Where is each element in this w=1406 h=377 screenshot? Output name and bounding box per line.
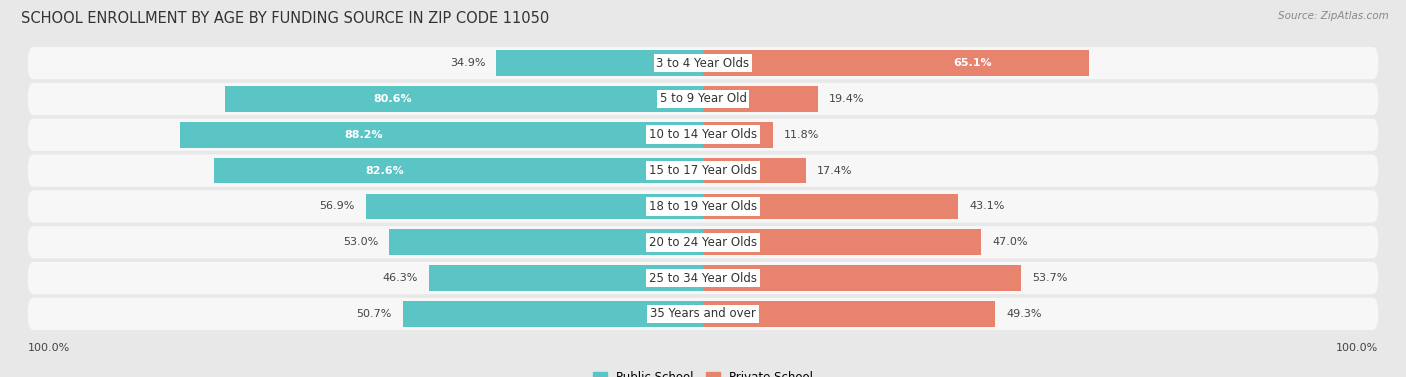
Bar [429, 265, 703, 291]
Text: 56.9%: 56.9% [319, 201, 354, 211]
FancyBboxPatch shape [28, 262, 1378, 294]
Bar [389, 229, 703, 255]
Text: SCHOOL ENROLLMENT BY AGE BY FUNDING SOURCE IN ZIP CODE 11050: SCHOOL ENROLLMENT BY AGE BY FUNDING SOUR… [21, 11, 550, 26]
FancyBboxPatch shape [28, 47, 1378, 79]
Text: 80.6%: 80.6% [373, 94, 412, 104]
Bar [703, 193, 959, 219]
Bar [402, 301, 703, 327]
Text: 15 to 17 Year Olds: 15 to 17 Year Olds [650, 164, 756, 177]
Bar [214, 158, 703, 184]
Text: 82.6%: 82.6% [366, 166, 405, 176]
FancyBboxPatch shape [28, 190, 1378, 222]
Bar [180, 122, 703, 148]
FancyBboxPatch shape [28, 298, 1378, 330]
Bar [703, 158, 806, 184]
Text: 11.8%: 11.8% [785, 130, 820, 140]
Text: 3 to 4 Year Olds: 3 to 4 Year Olds [657, 57, 749, 70]
Bar [703, 229, 981, 255]
Text: 19.4%: 19.4% [830, 94, 865, 104]
Bar [703, 122, 773, 148]
Text: 47.0%: 47.0% [993, 237, 1028, 247]
Bar [703, 265, 1021, 291]
FancyBboxPatch shape [28, 155, 1378, 187]
Text: 10 to 14 Year Olds: 10 to 14 Year Olds [650, 128, 756, 141]
Text: 25 to 34 Year Olds: 25 to 34 Year Olds [650, 271, 756, 285]
Bar [496, 50, 703, 76]
Text: 53.7%: 53.7% [1032, 273, 1067, 283]
Legend: Public School, Private School: Public School, Private School [588, 366, 818, 377]
Text: 53.0%: 53.0% [343, 237, 378, 247]
Text: 88.2%: 88.2% [344, 130, 382, 140]
Text: 20 to 24 Year Olds: 20 to 24 Year Olds [650, 236, 756, 249]
Text: Source: ZipAtlas.com: Source: ZipAtlas.com [1278, 11, 1389, 21]
Text: 5 to 9 Year Old: 5 to 9 Year Old [659, 92, 747, 106]
Text: 49.3%: 49.3% [1007, 309, 1042, 319]
Text: 100.0%: 100.0% [28, 343, 70, 353]
Text: 65.1%: 65.1% [953, 58, 993, 68]
FancyBboxPatch shape [28, 226, 1378, 258]
FancyBboxPatch shape [28, 83, 1378, 115]
Bar [225, 86, 703, 112]
Text: 100.0%: 100.0% [1336, 343, 1378, 353]
Bar [703, 301, 995, 327]
Text: 18 to 19 Year Olds: 18 to 19 Year Olds [650, 200, 756, 213]
Text: 34.9%: 34.9% [450, 58, 485, 68]
Text: 17.4%: 17.4% [817, 166, 852, 176]
Text: 46.3%: 46.3% [382, 273, 418, 283]
Text: 43.1%: 43.1% [969, 201, 1005, 211]
Bar [703, 50, 1088, 76]
Bar [703, 86, 818, 112]
Text: 50.7%: 50.7% [356, 309, 392, 319]
FancyBboxPatch shape [28, 119, 1378, 151]
Text: 35 Years and over: 35 Years and over [650, 307, 756, 320]
Bar [366, 193, 703, 219]
